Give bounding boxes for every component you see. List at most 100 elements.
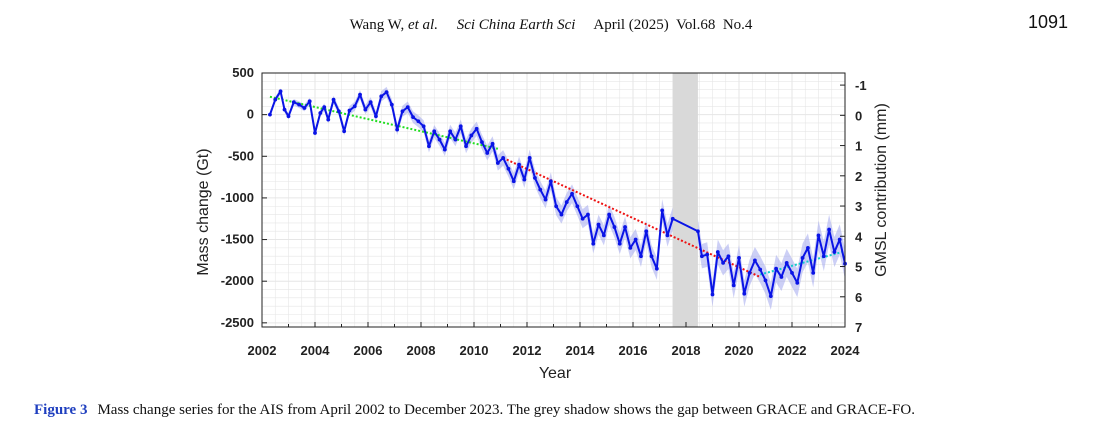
y-tick-label: -2000 [221,273,254,288]
data-point [421,124,426,129]
data-point [790,270,794,275]
data-point [800,255,805,260]
data-point [768,294,773,299]
data-point [342,129,347,134]
data-point [307,99,312,104]
y2-tick-label: 1 [855,139,862,154]
data-point [533,176,537,180]
x-tick-label: 2012 [513,343,542,358]
data-point [607,212,612,217]
data-point [469,133,474,138]
data-point [774,266,778,271]
x-tick-label: 2018 [672,343,701,358]
header-issue: April (2025) Vol.68 No.4 [593,17,753,33]
data-point [731,283,736,288]
data-point [742,291,747,296]
data-point [806,245,810,250]
data-point [501,156,506,160]
data-point [559,212,564,217]
data-point [379,94,384,99]
data-point [374,114,378,119]
y2-tick-label: 4 [855,229,863,244]
mass-change-chart: 2002 2004 2006 2008 2010 2012 2014 2016 2018 2020… [195,65,890,382]
data-point [282,107,287,112]
data-point [522,177,527,182]
x-tick-label: 2008 [407,343,436,358]
data-point [548,179,553,184]
data-point [564,200,569,204]
data-point [495,161,500,165]
x-tick-label: 2010 [460,343,489,358]
x-tick-label: 2016 [619,343,648,358]
data-point [633,237,638,242]
data-point [437,137,442,142]
data-point [278,89,283,94]
data-point [795,280,800,285]
data-point [715,250,720,254]
data-point [763,278,768,283]
caption-label: Figure 3 [34,402,88,418]
data-point [389,102,394,107]
data-point [416,119,421,124]
figure-caption: Figure 3 Mass change series for the AIS f… [34,402,1084,419]
data-point [474,126,479,131]
data-point [586,212,590,217]
data-point [368,100,373,105]
data-point [453,137,458,142]
data-point [554,204,559,209]
data-point [617,241,622,246]
data-point [527,156,532,160]
data-point [811,270,816,275]
data-point [670,216,675,221]
grace-gap-shade [672,73,698,327]
data-point [837,237,842,242]
y2-tick-label: 6 [855,290,862,305]
data-point [644,229,649,234]
series-points [268,89,847,299]
data-point [753,258,757,263]
data-point [384,90,389,95]
data-point [511,179,516,184]
data-point [490,141,495,146]
data-point [336,109,341,114]
data-point [448,129,453,134]
y2-tick-label: 3 [855,199,862,214]
x-tick-label: 2004 [301,343,331,358]
y-axis-right: -1 0 1 2 3 4 5 6 7 [840,78,867,335]
running-header: Wang W, et al. Sci China Earth Sci April… [0,17,1102,34]
y-tick-label: -2500 [221,315,254,330]
data-point [302,106,307,110]
data-point [432,129,437,134]
data-point [322,105,327,110]
y2-tick-label: 5 [855,260,862,275]
data-point [517,162,521,167]
data-point [363,107,368,112]
data-point [623,225,627,229]
data-point [273,97,278,102]
data-point [649,254,654,259]
page-number: 1091 [1027,12,1068,32]
x-axis-title: Year [539,365,572,382]
data-point [395,127,400,132]
data-point [575,204,580,209]
data-point [538,187,543,192]
data-point [779,275,784,279]
y-axis-title: Mass change (Gt) [195,148,212,275]
header-journal: Sci China Earth Sci [456,17,576,33]
data-point [596,222,601,227]
x-axis: 2002 2004 2006 2008 2010 2012 2014 2016 2018 2020… [248,322,860,358]
data-point [710,292,715,297]
data-point [758,267,763,272]
y2-axis-title: GMSL contribution (mm) [873,103,890,277]
data-point [297,102,301,107]
data-point [291,100,296,105]
data-point [665,233,670,238]
data-point [705,252,710,257]
data-point [832,250,837,254]
data-point [352,104,357,109]
y2-tick-label: 2 [855,169,862,184]
y-tick-label: -1500 [221,232,254,247]
data-point [660,208,665,213]
data-point [485,151,490,155]
x-tick-label: 2022 [778,343,807,358]
